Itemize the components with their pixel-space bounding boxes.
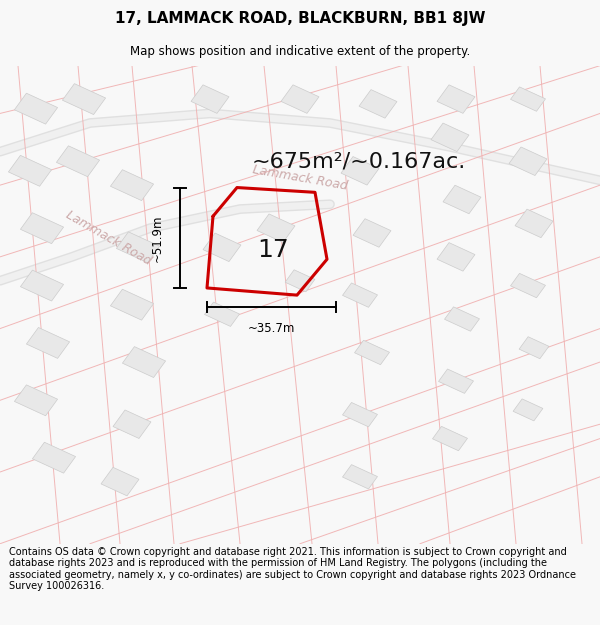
Polygon shape <box>519 337 549 359</box>
Text: ~675m²/~0.167ac.: ~675m²/~0.167ac. <box>252 151 466 171</box>
Text: Map shows position and indicative extent of the property.: Map shows position and indicative extent… <box>130 45 470 58</box>
Polygon shape <box>14 385 58 416</box>
Polygon shape <box>20 213 64 244</box>
Polygon shape <box>110 170 154 201</box>
Polygon shape <box>513 399 543 421</box>
Polygon shape <box>110 289 154 320</box>
Polygon shape <box>8 156 52 186</box>
Polygon shape <box>353 219 391 248</box>
Polygon shape <box>205 302 239 326</box>
Polygon shape <box>116 232 160 262</box>
Text: 17, LAMMACK ROAD, BLACKBURN, BB1 8JW: 17, LAMMACK ROAD, BLACKBURN, BB1 8JW <box>115 11 485 26</box>
Text: Lammack Road: Lammack Road <box>251 163 349 192</box>
Text: 17: 17 <box>257 238 289 262</box>
Polygon shape <box>62 84 106 114</box>
Text: ~35.7m: ~35.7m <box>248 322 295 335</box>
Polygon shape <box>14 93 58 124</box>
Polygon shape <box>509 147 547 176</box>
Text: ~51.9m: ~51.9m <box>151 214 164 261</box>
Polygon shape <box>343 283 377 308</box>
Polygon shape <box>101 468 139 496</box>
Polygon shape <box>433 426 467 451</box>
Text: Lammack Road: Lammack Road <box>63 208 153 268</box>
Polygon shape <box>439 369 473 393</box>
Polygon shape <box>281 85 319 113</box>
Polygon shape <box>515 209 553 238</box>
Polygon shape <box>203 233 241 262</box>
Polygon shape <box>431 123 469 152</box>
Polygon shape <box>32 442 76 473</box>
Polygon shape <box>56 146 100 177</box>
Polygon shape <box>443 185 481 214</box>
Polygon shape <box>257 214 295 243</box>
Polygon shape <box>437 242 475 271</box>
Polygon shape <box>343 464 377 489</box>
Polygon shape <box>445 307 479 331</box>
Polygon shape <box>511 87 545 111</box>
Polygon shape <box>26 328 70 358</box>
Polygon shape <box>355 340 389 365</box>
Polygon shape <box>122 347 166 378</box>
Polygon shape <box>437 85 475 113</box>
Polygon shape <box>341 156 379 185</box>
Polygon shape <box>113 410 151 439</box>
Polygon shape <box>285 270 315 292</box>
Polygon shape <box>191 85 229 113</box>
Polygon shape <box>359 89 397 118</box>
Polygon shape <box>343 402 377 427</box>
Polygon shape <box>511 273 545 298</box>
Polygon shape <box>20 270 64 301</box>
Text: Contains OS data © Crown copyright and database right 2021. This information is : Contains OS data © Crown copyright and d… <box>9 547 576 591</box>
